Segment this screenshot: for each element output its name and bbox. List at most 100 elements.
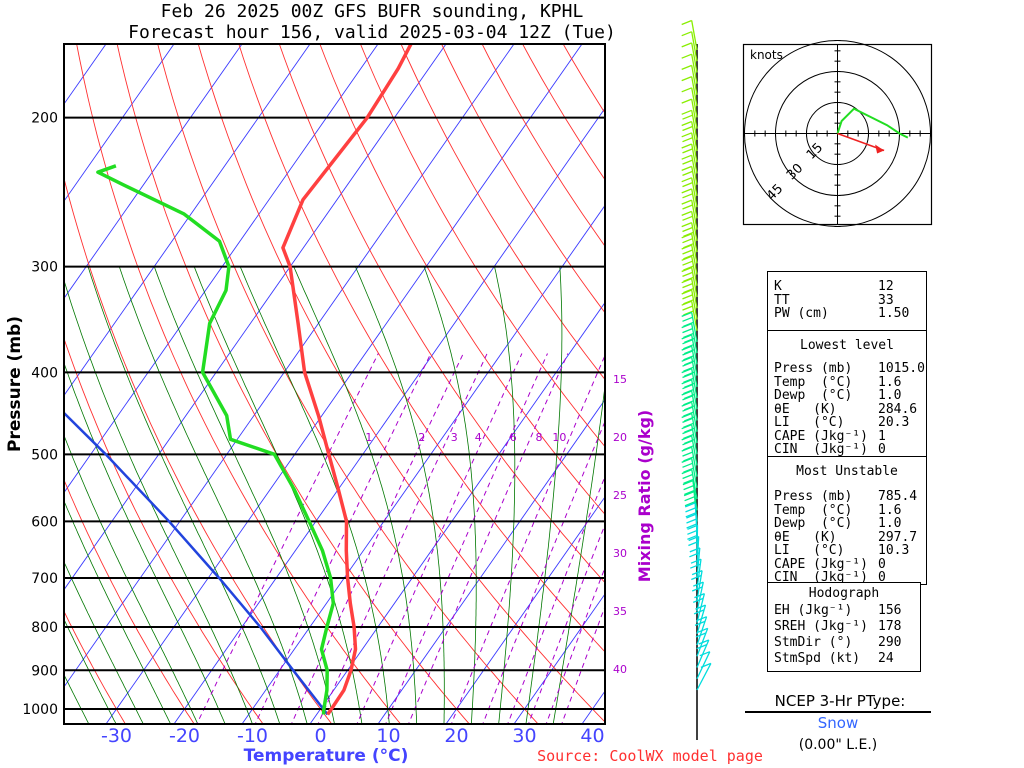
index-mu-row: LI (°C) 10.3: [774, 544, 922, 557]
credit-link[interactable]: Source: CoolWX model page: [537, 747, 763, 765]
index-hodo-value: 24: [878, 651, 894, 666]
wind-barb-flag: [681, 468, 693, 475]
wind-barb-staff: [691, 289, 698, 320]
isotherm-line: [445, 496, 605, 724]
wind-barb-flag: [685, 512, 697, 518]
wind-barb: [681, 266, 698, 298]
wind-barb-flag: [681, 188, 692, 194]
wind-barb-flag: [683, 276, 694, 282]
wind-barb-flag: [683, 411, 694, 417]
wind-barb-flag: [681, 300, 692, 306]
isotherm-line: [241, 204, 605, 724]
wind-barb: [681, 120, 698, 152]
index-mu-label: θE (K): [774, 529, 837, 545]
wind-barb-flag: [699, 651, 711, 657]
wind-barb-flag: [695, 604, 706, 610]
wind-barb-flag: [682, 260, 693, 266]
plot-clipped-group: [64, 44, 605, 724]
wind-barb-flag: [695, 632, 707, 638]
wind-barb-flag: [681, 199, 692, 205]
wind-barb: [681, 19, 698, 51]
dry-adiabat-line: [64, 478, 195, 724]
wind-barb-flag: [681, 390, 692, 396]
dry-adiabat-line: [157, 44, 539, 724]
wind-barb-flag: [681, 221, 692, 228]
wind-barb: [681, 468, 698, 500]
moist-adiabat-line: [64, 673, 90, 724]
wind-barb-staff: [691, 278, 698, 309]
wind-barb-flag: [689, 547, 701, 553]
wind-barb: [681, 31, 698, 62]
index-lowest-value: 1.6: [878, 374, 902, 390]
pressure-tick-label: 200: [31, 111, 58, 127]
pressure-tick-label: 800: [31, 620, 58, 636]
mixing-ratio-tick: 3: [451, 431, 458, 444]
moist-adiabat-line: [193, 266, 363, 724]
wind-barb-flag: [681, 210, 692, 217]
wind-barb-flag: [682, 462, 693, 468]
wind-barb-flag: [682, 148, 693, 154]
wind-barb-flag: [682, 226, 693, 233]
wind-barb-flag: [684, 496, 695, 502]
index-lowest-row: CIN (Jkg⁻¹) 0: [774, 443, 922, 456]
wind-barb-flag: [682, 294, 693, 300]
dry-adiabat-line: [76, 44, 402, 724]
mixing-ratio-line: [254, 353, 432, 724]
mixing-ratio-label: Mixing Ratio (g/kg): [635, 410, 654, 582]
dry-adiabat-line: [116, 44, 471, 724]
wind-barb: [681, 64, 698, 96]
lowest-level-header: Lowest level: [800, 338, 894, 353]
wind-barb-flag: [682, 479, 694, 486]
moist-adiabat-line: [64, 278, 253, 724]
index-mu-value: 0: [878, 556, 886, 572]
wind-barb-flag: [681, 412, 692, 419]
wind-barb-flag: [696, 616, 707, 622]
wind-barb: [681, 53, 698, 84]
pressure-tick-label: 500: [31, 447, 58, 463]
wind-barb: [681, 210, 698, 241]
index-top-row: TT 33: [774, 294, 922, 307]
wind-barb-staff: [691, 121, 698, 152]
index-hodo-value: 156: [878, 603, 902, 618]
mixing-ratio-tick: 2: [418, 431, 425, 444]
isotherm-line: [377, 398, 605, 724]
wind-barb-flag: [681, 165, 692, 172]
wind-barb-flag: [681, 266, 692, 273]
wind-barb-staff: [691, 188, 698, 219]
wind-barb-flag: [683, 400, 694, 406]
wind-barb-flag: [682, 271, 693, 278]
wind-barb-flag: [681, 244, 692, 250]
wind-barb-staff: [691, 301, 698, 331]
wind-barb-flag: [682, 417, 693, 424]
wind-barb-flag: [683, 422, 694, 428]
wind-barb-staff: [691, 132, 698, 163]
wind-barb-flag: [686, 523, 697, 529]
mixing-ratio-tick: 15: [613, 373, 627, 386]
wind-barb-flag: [697, 627, 708, 633]
index-hodo-row: StmSpd (kt) 24: [774, 652, 916, 665]
index-top-value: 33: [878, 292, 894, 308]
wind-barb: [681, 244, 698, 275]
dry-adiabat-line: [359, 44, 605, 448]
wind-barb-flag: [681, 132, 692, 138]
index-lowest-label: CAPE (Jkg⁻¹): [774, 428, 868, 444]
wind-barb-flag: [682, 193, 693, 199]
wind-barb-staff: [691, 345, 698, 376]
wind-barb: [681, 154, 698, 185]
temperature-trace: [281, 44, 413, 716]
isotherm-line: [64, 44, 243, 300]
mixing-ratio-tick: 25: [613, 489, 627, 502]
wind-barb-staff: [691, 166, 698, 197]
index-lowest-label: θE (K): [774, 401, 837, 417]
wind-barb-staff: [691, 368, 698, 399]
wind-barb: [681, 446, 698, 477]
moist-adiabat-line: [355, 266, 445, 724]
moist-adiabat-line: [87, 266, 281, 724]
wind-barb: [681, 221, 698, 253]
wind-barb-flag: [684, 501, 696, 507]
mixing-ratio-line: [407, 353, 569, 724]
wind-barb-flag: [682, 181, 693, 188]
wind-barb-flag: [682, 249, 693, 255]
moist-adiabat-line: [64, 618, 117, 724]
